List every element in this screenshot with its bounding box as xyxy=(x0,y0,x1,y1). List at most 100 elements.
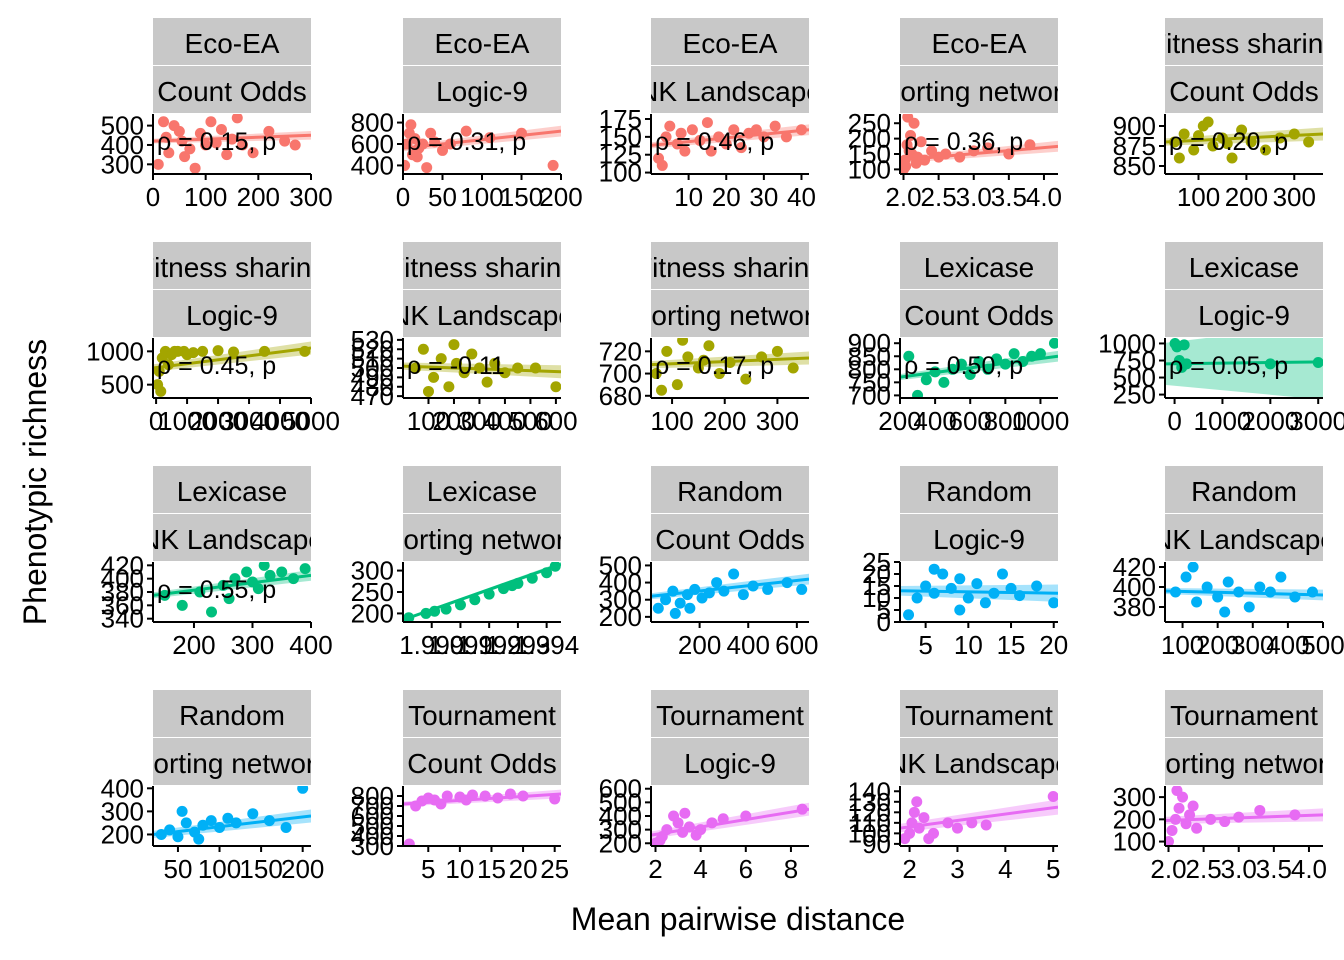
facet-strip-label: Sorting network xyxy=(882,76,1078,107)
data-point xyxy=(701,117,713,129)
facet-strip-label: Fitness sharing xyxy=(137,252,327,283)
y-tick-label: 800 xyxy=(848,354,891,384)
data-point xyxy=(982,142,994,154)
data-point xyxy=(258,562,270,571)
facet-strip-label: Eco-EA xyxy=(932,28,1027,59)
y-tick-label: 5 xyxy=(877,595,891,625)
x-tick-label: 100 xyxy=(460,182,503,212)
data-point xyxy=(656,159,668,171)
data-point xyxy=(1202,116,1214,128)
facet-strip-label: Random xyxy=(926,476,1032,507)
x-tick-label: 800 xyxy=(984,406,1027,436)
x-tick-label: 1.991 xyxy=(428,630,493,660)
data-point xyxy=(289,139,301,151)
data-point xyxy=(903,350,915,362)
y-tick-label: 250 xyxy=(1113,380,1156,410)
trend-line xyxy=(403,792,561,806)
facet-strip-label: Count Odds xyxy=(407,748,556,779)
data-point xyxy=(215,123,227,135)
data-point xyxy=(176,805,188,817)
x-tick-label: 0 xyxy=(1167,406,1181,436)
data-point xyxy=(1173,802,1185,814)
data-point xyxy=(425,127,437,139)
facet-strip xyxy=(651,290,809,337)
data-point xyxy=(1219,606,1231,618)
data-point xyxy=(703,340,715,352)
data-point xyxy=(955,358,967,370)
data-point xyxy=(908,806,920,818)
data-point xyxy=(656,384,668,396)
trend-line xyxy=(153,573,311,597)
trend-line xyxy=(403,364,561,374)
y-tick-label: 750 xyxy=(1113,346,1156,376)
data-point xyxy=(1254,581,1266,593)
facet-strip xyxy=(900,466,1058,513)
data-point xyxy=(674,597,686,609)
y-tick-label: 300 xyxy=(1113,782,1156,812)
facet-strip xyxy=(651,514,809,561)
facet-strip xyxy=(1165,466,1323,513)
correlation-annotation: ρ = 0.50, p xyxy=(904,352,1023,380)
x-tick-label: 200 xyxy=(539,182,582,212)
facet-strip-label: NK Landscape xyxy=(887,748,1071,779)
data-point xyxy=(1031,580,1043,592)
correlation-annotation: ρ = 0.55, p xyxy=(157,576,276,604)
facet-strip-label: Lexicase xyxy=(427,476,538,507)
facet-strip-label: Fitness sharing xyxy=(1149,28,1339,59)
data-point xyxy=(1034,348,1046,360)
data-point xyxy=(991,353,1003,365)
data-point xyxy=(1191,596,1203,608)
y-tick-label: 175 xyxy=(599,104,642,134)
data-point xyxy=(405,119,417,131)
facet-panel: Fitness sharing Sorting network ρ = 0.17, … xyxy=(599,242,809,436)
data-point xyxy=(206,606,218,618)
data-point xyxy=(422,385,434,397)
trend-line xyxy=(1165,813,1323,822)
trend-line xyxy=(900,354,1058,379)
facet-strip xyxy=(403,466,561,513)
trend-line xyxy=(651,128,809,147)
facet-strip-label: Random xyxy=(677,476,783,507)
data-point xyxy=(660,594,672,606)
y-tick-label: 250 xyxy=(848,108,891,138)
x-tick-label: 2.0 xyxy=(885,182,921,212)
facet-panel: Eco-EA NK Landscape ρ = 0.46, p 10012515017… xyxy=(599,18,816,212)
data-point xyxy=(231,114,243,124)
data-point xyxy=(705,145,717,157)
x-tick-label: 2.5 xyxy=(1186,854,1222,884)
x-tick-label: 100 xyxy=(407,406,450,436)
data-point xyxy=(737,589,749,601)
data-point xyxy=(652,602,664,614)
x-tick-label: 2.0 xyxy=(1150,854,1186,884)
facet-strip-label: Lexicase xyxy=(177,476,288,507)
correlation-annotation: ρ = -0.11 xyxy=(407,352,505,380)
data-point xyxy=(686,124,698,136)
data-point xyxy=(549,793,561,805)
x-tick-label: 0 xyxy=(146,182,160,212)
x-tick-label: 300 xyxy=(1273,182,1316,212)
x-tick-label: 5 xyxy=(421,854,435,884)
correlation-annotation: ρ = 0.31, p xyxy=(407,128,526,156)
y-tick-label: 500 xyxy=(101,111,144,141)
y-tick-label: 900 xyxy=(848,328,891,358)
facet-strip xyxy=(651,18,809,65)
data-point xyxy=(1188,144,1200,156)
y-tick-label: 100 xyxy=(1113,827,1156,857)
data-point xyxy=(448,339,460,351)
facet-strip-label: Tournament xyxy=(656,700,804,731)
x-tick-label: 200 xyxy=(1225,182,1268,212)
data-point xyxy=(762,583,774,595)
data-point xyxy=(954,604,966,616)
data-point xyxy=(1166,824,1178,836)
data-point xyxy=(1264,586,1276,598)
data-point xyxy=(911,796,923,808)
y-tick-label: 720 xyxy=(599,336,642,366)
correlation-annotation: ρ = 0.05, p xyxy=(1169,352,1288,380)
x-tick-label: 1.990 xyxy=(399,630,464,660)
data-point xyxy=(771,345,783,357)
trend-line xyxy=(900,144,1058,162)
data-point xyxy=(1178,339,1190,351)
correlation-annotation: ρ = 0.36, p xyxy=(904,128,1023,156)
